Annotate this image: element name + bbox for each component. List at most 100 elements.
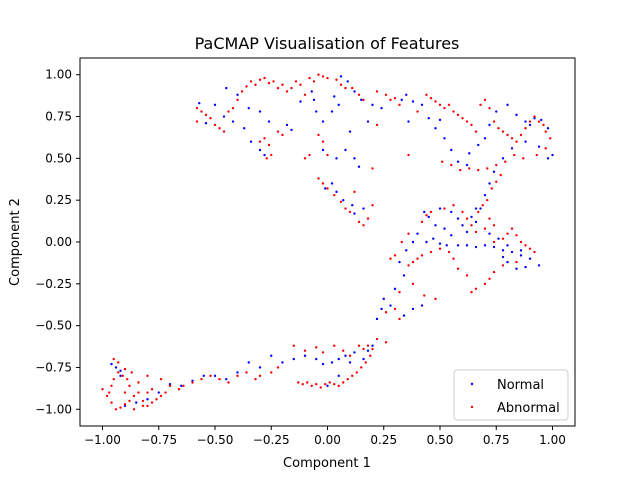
point-normal-56 [468,152,471,155]
point-normal-58 [483,137,487,140]
point-normal-3 [236,93,239,97]
point-abnormal-163 [371,167,374,170]
point-abnormal-83 [441,160,444,163]
point-abnormal-132 [423,294,426,297]
point-normal-6 [231,120,235,123]
point-abnormal-193 [357,344,361,347]
point-normal-25 [346,80,349,83]
point-abnormal-114 [438,247,442,250]
point-normal-35 [335,157,338,160]
point-normal-102 [524,265,527,269]
point-normal-104 [506,260,509,264]
y-tick-label: 0.25 [45,193,72,207]
point-abnormal-34 [351,86,354,90]
point-abnormal-111 [456,267,460,270]
legend-marker-abnormal [470,405,474,409]
chart-title: PaCMAP Visualisation of Features [195,34,460,53]
point-normal-93 [465,244,469,247]
point-normal-86 [450,210,453,214]
point-normal-107 [411,240,415,244]
point-abnormal-93 [474,230,478,234]
point-abnormal-189 [321,351,325,354]
point-abnormal-237 [146,391,149,394]
point-abnormal-155 [339,200,343,204]
point-abnormal-144 [276,130,280,133]
point-abnormal-160 [366,217,370,220]
point-normal-123 [344,354,347,357]
point-abnormal-64 [519,133,523,137]
point-abnormal-49 [452,110,455,113]
point-abnormal-38 [384,93,388,97]
point-abnormal-16 [263,76,266,80]
legend: Normal Abnormal [453,369,569,421]
point-abnormal-177 [333,382,336,386]
point-abnormal-191 [342,349,345,352]
point-abnormal-134 [411,282,415,286]
point-abnormal-138 [384,311,388,314]
point-abnormal-212 [155,398,158,401]
point-normal-135 [225,377,228,381]
point-abnormal-232 [123,367,127,371]
point-normal-75 [488,182,491,185]
point-abnormal-69 [542,123,545,127]
point-abnormal-168 [371,347,374,351]
point-normal-101 [537,264,541,267]
point-abnormal-199 [254,377,257,381]
point-abnormal-15 [258,78,262,81]
point-abnormal-234 [137,381,140,384]
point-normal-151 [348,361,352,364]
point-normal-114 [380,307,383,311]
point-abnormal-226 [117,371,120,374]
point-abnormal-224 [101,388,104,391]
point-normal-59 [488,123,491,127]
point-abnormal-135 [398,290,401,294]
point-normal-105 [501,255,505,259]
x-tick-label: 0.00 [314,433,341,447]
point-normal-12 [290,128,293,132]
points-layer [101,73,554,411]
point-abnormal-169 [369,354,372,357]
point-abnormal-65 [524,127,527,130]
point-abnormal-48 [447,103,451,107]
point-normal-55 [465,163,469,167]
point-abnormal-31 [335,78,338,81]
point-normal-90 [438,242,442,245]
point-abnormal-39 [389,98,392,102]
point-abnormal-61 [506,133,509,137]
point-abnormal-233 [128,384,131,388]
point-abnormal-56 [483,98,487,102]
point-abnormal-201 [236,374,239,378]
point-normal-80 [450,234,453,237]
point-abnormal-98 [515,234,518,237]
point-abnormal-29 [321,75,325,78]
point-abnormal-21 [285,90,289,93]
point-abnormal-204 [209,374,212,378]
point-normal-131 [270,354,273,357]
point-abnormal-128 [452,204,455,207]
point-abnormal-20 [281,83,284,86]
point-normal-92 [456,244,460,247]
point-abnormal-18 [272,80,275,83]
point-normal-158 [519,249,523,252]
legend-label-normal: Normal [497,378,544,393]
point-abnormal-136 [393,307,397,311]
point-abnormal-208 [177,388,181,391]
point-normal-38 [324,187,327,190]
point-abnormal-51 [461,117,464,120]
point-abnormal-9 [231,106,235,110]
point-abnormal-137 [398,317,401,321]
point-abnormal-99 [519,240,523,244]
point-normal-140 [168,382,172,386]
point-normal-69 [546,157,550,160]
point-normal-106 [416,232,419,235]
point-normal-47 [420,103,424,107]
point-abnormal-230 [112,357,115,361]
point-abnormal-130 [465,217,469,220]
point-abnormal-105 [492,270,496,274]
point-abnormal-196 [276,366,280,369]
point-abnormal-50 [456,113,460,117]
point-normal-96 [492,245,496,249]
point-abnormal-165 [375,123,379,127]
point-normal-112 [382,297,385,301]
